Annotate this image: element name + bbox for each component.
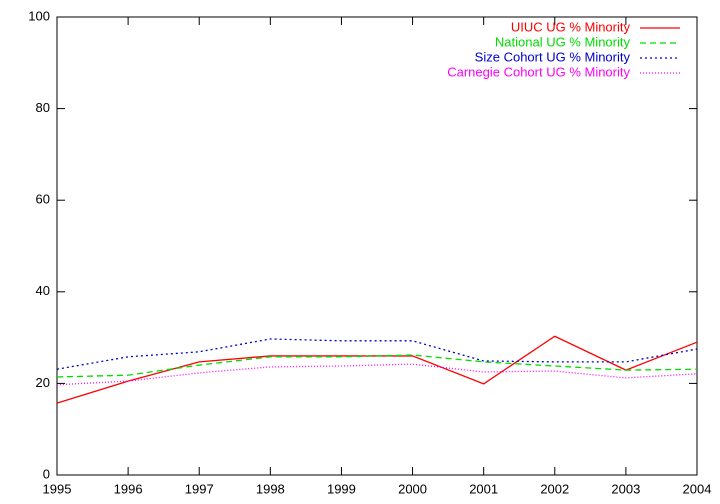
- plot-frame: [56, 16, 698, 476]
- x-tick-label: 2003: [611, 481, 640, 496]
- series-line: [56, 338, 698, 370]
- series-line: [56, 354, 698, 378]
- x-tick-label: 2004: [683, 481, 712, 496]
- y-tick-label: 0: [43, 466, 50, 481]
- y-tick-label: 80: [36, 100, 50, 115]
- x-tick-label: 2000: [398, 481, 427, 496]
- y-tick-label: 60: [36, 192, 50, 207]
- x-tick-label: 1998: [256, 481, 285, 496]
- series-line: [56, 335, 698, 404]
- x-tick-label: 2001: [469, 481, 498, 496]
- x-tick-label: 1997: [185, 481, 214, 496]
- y-tick-label: 20: [36, 375, 50, 390]
- x-tick-label: 1995: [43, 481, 72, 496]
- x-tick-label: 1996: [114, 481, 143, 496]
- legend-label: National UG % Minority: [495, 34, 631, 49]
- y-tick-label: 40: [36, 283, 50, 298]
- legend-label: UIUC UG % Minority: [511, 19, 631, 34]
- legend-label: Carnegie Cohort UG % Minority: [447, 64, 630, 79]
- legend-label: Size Cohort UG % Minority: [475, 49, 631, 64]
- y-tick-label: 100: [28, 8, 50, 23]
- series-line: [56, 363, 698, 386]
- x-tick-label: 1999: [327, 481, 356, 496]
- x-tick-label: 2002: [540, 481, 569, 496]
